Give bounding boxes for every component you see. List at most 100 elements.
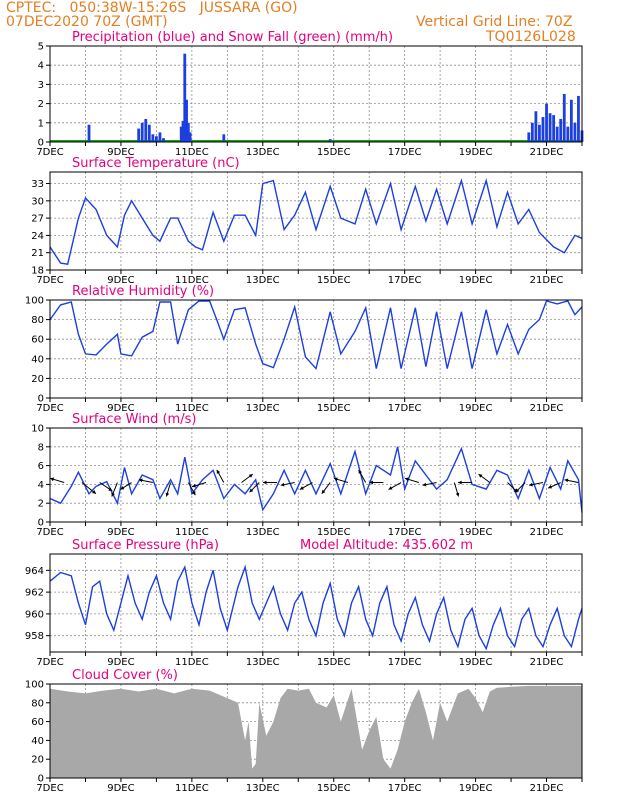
temperature-frame <box>49 171 583 271</box>
humidity-xtick-label: 15DEC <box>317 403 351 414</box>
precipitation-xtick-label: 11DEC <box>175 147 209 158</box>
humidity-title: Relative Humidity (%) <box>72 284 214 299</box>
cloud-cover-xtick-label: 7DEC <box>36 783 63 794</box>
wind-vector-head <box>191 491 196 496</box>
temperature-ytick-label: 33 <box>31 179 44 190</box>
wind-vector-head <box>333 477 338 482</box>
cloud-cover-xtick-label: 17DEC <box>388 783 422 794</box>
temperature-xtick-label: 13DEC <box>246 275 280 286</box>
run-code: TQ0126L028 <box>486 29 576 45</box>
humidity-xtick-label: 9DEC <box>107 403 134 414</box>
rain-bar <box>188 132 192 142</box>
precipitation-ytick-label: 2 <box>38 99 44 110</box>
rain-bar <box>555 126 559 142</box>
cloud-cover-ytick-label: 40 <box>31 736 44 747</box>
cloud-cover-xtick-label: 21DEC <box>530 783 564 794</box>
humidity-xtick-label: 19DEC <box>459 403 493 414</box>
rain-bar <box>186 122 190 142</box>
wind-vector-head <box>248 474 253 478</box>
rain-bar <box>151 134 155 142</box>
temperature-ytick-label: 18 <box>31 266 44 277</box>
wind-vector-head <box>108 487 113 491</box>
wind-series-line <box>49 446 583 513</box>
rain-bar <box>566 126 570 142</box>
pressure-series-line <box>49 564 583 651</box>
temperature-xtick-label: 17DEC <box>388 275 422 286</box>
cloud-cover-title: Cloud Cover (%) <box>72 668 178 683</box>
cloud-cover-ytick-label: 60 <box>31 717 44 728</box>
rain-bar <box>147 124 151 142</box>
cloud-cover-xtick-label: 13DEC <box>246 783 280 794</box>
wind-vector-head <box>138 478 143 483</box>
wind-frame <box>49 427 583 523</box>
pressure-frame <box>49 553 583 653</box>
rain-bar <box>527 132 531 142</box>
rain-bar <box>328 139 332 142</box>
wind-vector-head <box>564 478 569 483</box>
precipitation-xtick-label: 21DEC <box>530 147 564 158</box>
wind-vector-head <box>249 488 254 493</box>
humidity-xtick-label: 21DEC <box>530 403 564 414</box>
rain-bar <box>179 126 183 142</box>
station-header: CPTEC: 050:38W-15:26S JUSSARA (GO) <box>6 0 298 16</box>
rain-bar <box>155 136 158 142</box>
rain-bar <box>548 113 552 142</box>
precipitation-xtick-label: 15DEC <box>317 147 351 158</box>
wind-vector-head <box>165 492 170 497</box>
temperature-xtick-label: 7DEC <box>36 275 63 286</box>
precipitation-ytick-label: 5 <box>38 42 44 53</box>
pressure-xtick-label: 13DEC <box>246 657 280 668</box>
cloud-cover-area <box>50 685 582 778</box>
cloud-cover-xtick-label: 9DEC <box>107 783 134 794</box>
rain-bar <box>185 99 188 142</box>
humidity-series-line <box>49 300 583 371</box>
rain-bar <box>183 53 187 142</box>
wind-ytick-label: 8 <box>38 442 44 453</box>
precipitation-ytick-label: 4 <box>38 61 44 72</box>
humidity-ytick-label: 100 <box>25 296 44 307</box>
rain-bar <box>541 117 545 142</box>
temperature-xtick-label: 11DEC <box>175 275 209 286</box>
precipitation-ytick-label: 3 <box>38 80 44 91</box>
humidity-ytick-label: 0 <box>38 394 44 405</box>
precipitation-frame <box>49 45 583 143</box>
rain-bar <box>577 95 580 142</box>
pressure-ytick-label: 964 <box>25 566 44 577</box>
pressure-ytick-label: 958 <box>25 631 44 642</box>
wind-title: Surface Wind (m/s) <box>72 412 196 427</box>
humidity-ytick-label: 60 <box>31 335 44 346</box>
rain-bar <box>181 120 185 142</box>
wind-vector-head <box>358 469 362 474</box>
wind-xtick-label: 17DEC <box>388 527 422 538</box>
temperature-xtick-label: 9DEC <box>107 275 134 286</box>
humidity-xtick-label: 7DEC <box>36 403 63 414</box>
wind-ytick-label: 4 <box>38 480 44 491</box>
rain-bar <box>162 138 165 142</box>
humidity-frame <box>49 299 583 399</box>
rain-bar <box>545 103 548 142</box>
cloud-cover-xtick-label: 15DEC <box>317 783 351 794</box>
temperature-ytick-label: 27 <box>31 214 44 225</box>
wind-vector-head <box>458 480 462 485</box>
wind-vector-head <box>111 492 115 497</box>
precipitation-xtick-label: 17DEC <box>388 147 422 158</box>
wind-xtick-label: 13DEC <box>246 527 280 538</box>
precipitation-xtick-label: 7DEC <box>36 147 63 158</box>
rain-bar <box>222 134 226 142</box>
rain-bar <box>534 111 538 142</box>
cloud-cover-xtick-label: 11DEC <box>175 783 209 794</box>
wind-ytick-label: 2 <box>38 499 44 510</box>
rain-bar <box>569 99 573 142</box>
rain-bar <box>140 122 144 142</box>
wind-ytick-label: 0 <box>38 518 44 529</box>
humidity-ytick-label: 80 <box>31 315 44 326</box>
rain-bar <box>144 118 148 142</box>
pressure-xtick-label: 9DEC <box>107 657 134 668</box>
wind-vector-head <box>50 477 55 482</box>
cloud-cover-ytick-label: 80 <box>31 698 44 709</box>
temperature-series-line <box>49 177 583 265</box>
wind-ytick-label: 10 <box>31 424 44 435</box>
pressure-xtick-label: 19DEC <box>459 657 493 668</box>
cloud-cover-frame <box>49 683 583 779</box>
